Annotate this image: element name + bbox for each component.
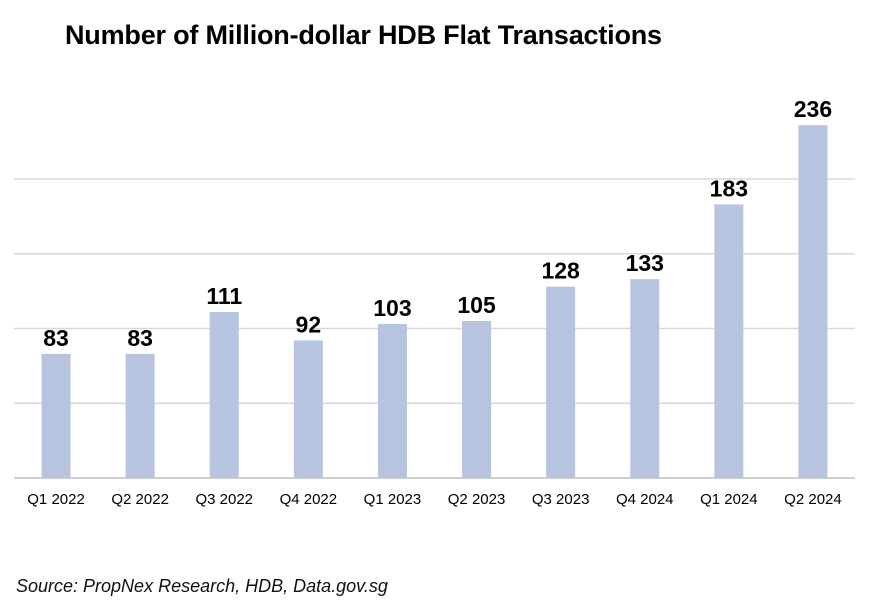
chart-title: Number of Million-dollar HDB Flat Transa… — [65, 20, 662, 50]
x-tick-label: Q1 2023 — [364, 491, 422, 508]
x-tick-labels: Q1 2022 Q2 2022 Q3 2022 Q4 2022 Q1 2023 Q2 20… — [27, 491, 841, 508]
bar-chart: 83 83 111 92 103 105 128 133 183 236 Q1 2022 Q2 20… — [14, 96, 855, 508]
data-label: 183 — [710, 175, 748, 201]
data-label: 111 — [206, 283, 242, 309]
bar — [798, 125, 828, 479]
x-tick-label: Q3 2022 — [195, 491, 253, 508]
bar — [714, 204, 744, 479]
bar — [41, 353, 71, 478]
x-tick-label: Q1 2024 — [700, 491, 758, 508]
x-tick-label: Q4 2022 — [280, 491, 338, 508]
bar — [462, 321, 492, 478]
data-label: 133 — [626, 250, 664, 276]
data-label: 83 — [43, 325, 69, 351]
x-tick-label: Q2 2023 — [448, 491, 506, 508]
data-label: 236 — [794, 96, 832, 122]
bar — [209, 312, 239, 478]
source-note: Source: PropNex Research, HDB, Data.gov.… — [16, 576, 388, 596]
data-label: 103 — [373, 295, 411, 321]
x-tick-label: Q1 2022 — [27, 491, 85, 508]
x-tick-label: Q4 2024 — [616, 491, 674, 508]
data-label: 92 — [296, 311, 322, 337]
bar — [125, 353, 155, 478]
data-label: 105 — [457, 292, 496, 318]
x-tick-label: Q3 2023 — [532, 491, 590, 508]
x-tick-label: Q2 2024 — [784, 491, 842, 508]
data-labels: 83 83 111 92 103 105 128 133 183 236 — [43, 96, 832, 351]
bar — [293, 340, 323, 478]
bar — [377, 324, 407, 478]
bars — [41, 125, 828, 479]
data-label: 128 — [541, 258, 580, 284]
data-label: 83 — [127, 325, 153, 351]
bar — [546, 286, 576, 478]
x-tick-label: Q2 2022 — [111, 491, 169, 508]
bar — [630, 279, 660, 478]
